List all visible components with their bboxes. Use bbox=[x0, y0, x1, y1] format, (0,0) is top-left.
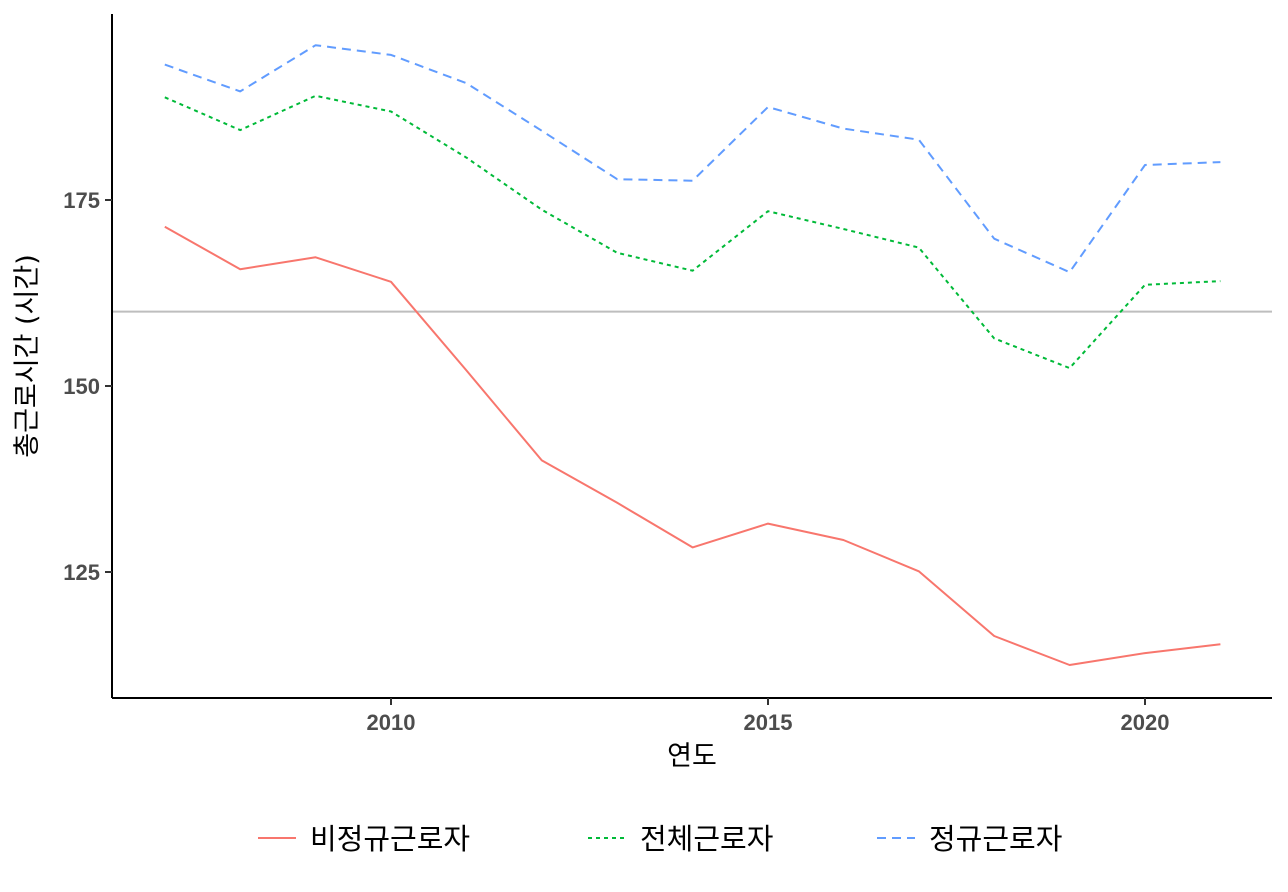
series-line-3 bbox=[164, 44, 1221, 274]
x-axis-title: 연도 bbox=[667, 741, 717, 772]
legend-label: 전체근로자 bbox=[640, 822, 773, 856]
y-tick-label: 150 bbox=[63, 374, 100, 399]
y-axis-title: 총근로시간 (시간) bbox=[12, 254, 43, 458]
legend-label: 비정규근로자 bbox=[310, 822, 470, 856]
x-tick-label: 2010 bbox=[367, 710, 416, 735]
y-tick-label: 175 bbox=[63, 188, 100, 213]
series-line-1 bbox=[164, 225, 1221, 666]
legend: 비정규근로자 전체근로자 정규근로자 bbox=[258, 822, 1062, 856]
x-tick-label: 2015 bbox=[744, 710, 793, 735]
legend-item: 전체근로자 bbox=[588, 822, 773, 856]
legend-label: 정규근로자 bbox=[929, 822, 1062, 856]
plot-area bbox=[112, 44, 1272, 666]
legend-item: 비정규근로자 bbox=[258, 822, 470, 856]
y-tick-label: 125 bbox=[63, 560, 100, 585]
series-line-2 bbox=[164, 94, 1221, 370]
legend-item: 정규근로자 bbox=[877, 822, 1062, 856]
y-axis-ticks: 125 150 175 bbox=[63, 188, 112, 585]
x-axis-ticks: 2010 2015 2020 bbox=[367, 698, 1170, 735]
x-tick-label: 2020 bbox=[1121, 710, 1170, 735]
